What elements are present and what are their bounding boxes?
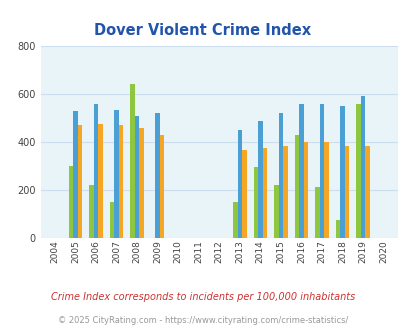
Bar	[160, 135, 164, 238]
Bar	[232, 202, 237, 238]
Bar	[134, 116, 139, 238]
Bar	[273, 185, 278, 238]
Text: © 2025 CityRating.com - https://www.cityrating.com/crime-statistics/: © 2025 CityRating.com - https://www.city…	[58, 315, 347, 325]
Bar	[323, 142, 328, 238]
Bar	[98, 124, 102, 238]
Text: Dover Violent Crime Index: Dover Violent Crime Index	[94, 23, 311, 38]
Bar	[355, 104, 360, 238]
Bar	[278, 113, 282, 238]
Bar	[253, 167, 258, 238]
Bar	[282, 146, 287, 238]
Bar	[258, 121, 262, 238]
Bar	[130, 84, 134, 238]
Bar	[339, 106, 344, 238]
Bar	[114, 110, 119, 238]
Bar	[360, 96, 364, 238]
Bar	[89, 185, 94, 238]
Bar	[78, 125, 82, 238]
Bar	[237, 130, 241, 238]
Bar	[262, 148, 266, 238]
Bar	[241, 149, 246, 238]
Bar	[335, 220, 339, 238]
Bar	[68, 166, 73, 238]
Bar	[139, 128, 143, 238]
Bar	[344, 146, 348, 238]
Bar	[314, 187, 319, 238]
Bar	[109, 202, 114, 238]
Bar	[303, 142, 307, 238]
Bar	[298, 104, 303, 238]
Bar	[155, 113, 160, 238]
Bar	[73, 111, 78, 238]
Bar	[294, 135, 298, 238]
Bar	[364, 147, 369, 238]
Bar	[319, 104, 323, 238]
Text: Crime Index corresponds to incidents per 100,000 inhabitants: Crime Index corresponds to incidents per…	[51, 292, 354, 302]
Bar	[94, 104, 98, 238]
Bar	[119, 125, 123, 238]
